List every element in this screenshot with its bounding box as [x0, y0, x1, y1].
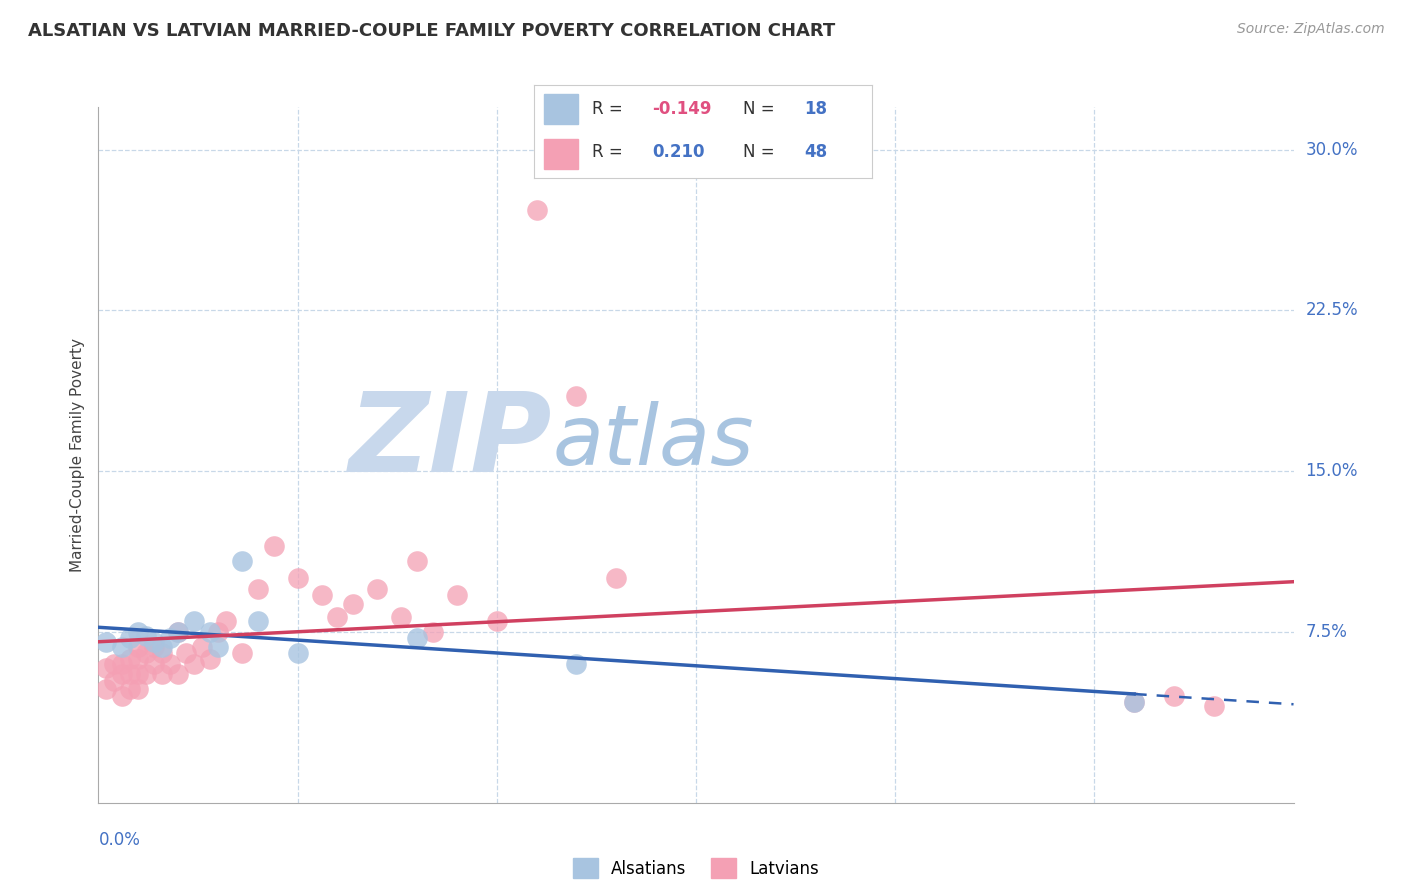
- Point: [342, 597, 364, 611]
- Text: 48: 48: [804, 144, 827, 161]
- Point: [198, 652, 221, 666]
- Point: [215, 614, 238, 628]
- Point: [207, 624, 229, 639]
- Point: [96, 682, 118, 697]
- Point: [389, 609, 412, 624]
- Text: -0.149: -0.149: [652, 100, 711, 118]
- Point: [231, 646, 253, 660]
- Point: [198, 624, 221, 639]
- Legend: Alsatians, Latvians: Alsatians, Latvians: [565, 851, 827, 885]
- Point: [127, 652, 149, 666]
- Text: 0.0%: 0.0%: [98, 830, 141, 848]
- Bar: [544, 139, 578, 169]
- Point: [143, 640, 166, 654]
- Point: [127, 667, 149, 681]
- Point: [127, 682, 149, 697]
- Point: [159, 657, 181, 671]
- Text: 18: 18: [804, 100, 827, 118]
- Point: [167, 624, 190, 639]
- Point: [120, 667, 142, 681]
- Point: [135, 646, 157, 660]
- Point: [446, 588, 468, 602]
- Point: [111, 657, 134, 671]
- Text: N =: N =: [744, 100, 775, 118]
- Point: [96, 635, 118, 649]
- Text: N =: N =: [744, 144, 775, 161]
- Point: [127, 640, 149, 654]
- Point: [326, 609, 349, 624]
- Text: ALSATIAN VS LATVIAN MARRIED-COUPLE FAMILY POVERTY CORRELATION CHART: ALSATIAN VS LATVIAN MARRIED-COUPLE FAMIL…: [28, 22, 835, 40]
- Point: [406, 631, 429, 645]
- Point: [231, 554, 253, 568]
- Point: [263, 539, 285, 553]
- Text: 22.5%: 22.5%: [1305, 301, 1358, 319]
- Point: [111, 667, 134, 681]
- Point: [605, 571, 627, 585]
- Bar: [544, 95, 578, 124]
- Point: [103, 657, 125, 671]
- Y-axis label: Married-Couple Family Poverty: Married-Couple Family Poverty: [70, 338, 86, 572]
- Point: [1123, 695, 1146, 709]
- Point: [311, 588, 333, 602]
- Point: [183, 614, 205, 628]
- Text: Source: ZipAtlas.com: Source: ZipAtlas.com: [1237, 22, 1385, 37]
- Point: [150, 667, 173, 681]
- Point: [111, 689, 134, 703]
- Text: atlas: atlas: [553, 401, 754, 482]
- Point: [485, 614, 508, 628]
- Point: [526, 202, 548, 217]
- Point: [135, 629, 157, 643]
- Point: [406, 554, 429, 568]
- Point: [1163, 689, 1185, 703]
- Point: [150, 640, 173, 654]
- Point: [565, 657, 588, 671]
- Point: [565, 389, 588, 403]
- Point: [1202, 699, 1225, 714]
- Point: [287, 571, 309, 585]
- Point: [191, 640, 214, 654]
- Point: [246, 582, 269, 596]
- Point: [287, 646, 309, 660]
- Point: [159, 631, 181, 645]
- Text: 15.0%: 15.0%: [1305, 462, 1358, 480]
- Point: [127, 624, 149, 639]
- Text: ZIP: ZIP: [349, 387, 553, 494]
- Point: [167, 667, 190, 681]
- Point: [1123, 695, 1146, 709]
- Point: [120, 631, 142, 645]
- Point: [135, 667, 157, 681]
- Text: 7.5%: 7.5%: [1305, 623, 1347, 640]
- Point: [143, 635, 166, 649]
- Point: [120, 652, 142, 666]
- Point: [174, 646, 197, 660]
- Point: [422, 624, 444, 639]
- Point: [96, 661, 118, 675]
- Point: [103, 673, 125, 688]
- Point: [167, 624, 190, 639]
- Text: R =: R =: [592, 144, 623, 161]
- Point: [150, 646, 173, 660]
- Point: [183, 657, 205, 671]
- Point: [120, 682, 142, 697]
- Point: [207, 640, 229, 654]
- Text: 0.210: 0.210: [652, 144, 704, 161]
- Point: [143, 657, 166, 671]
- Text: 30.0%: 30.0%: [1305, 141, 1358, 159]
- Point: [246, 614, 269, 628]
- Point: [366, 582, 388, 596]
- Text: R =: R =: [592, 100, 623, 118]
- Point: [111, 640, 134, 654]
